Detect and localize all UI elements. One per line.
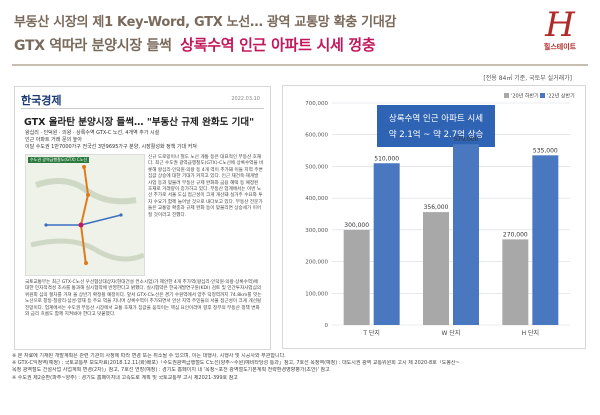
- map-graphic: [30, 164, 144, 266]
- article-subtitle: 인근 아파트 거래 문의 높아: [25, 137, 82, 143]
- chart-highlight-box: [377, 105, 495, 147]
- article-body-bottom: 국토교통부는 최근 GTX-C노선 우선협상대상자(현대건설 컨소시엄)가 제안…: [25, 280, 262, 318]
- footnote: ※ 본 자료에 기재된 개발계획은 관련 기관의 사정에 따라 변경 또는 취소…: [12, 353, 286, 359]
- news-article: 한국경제 2022.03.10 GTX 올라탄 분양시장 들썩… "부동산 규제…: [14, 86, 271, 350]
- y-tick-label: 100,000: [305, 291, 328, 297]
- logo-mark: H: [545, 5, 575, 45]
- legend-label: '20년 하반기: [511, 93, 539, 100]
- y-tick-label: 500,000: [305, 164, 328, 170]
- chart-note: [전용 84㎡ 기준, 국토부 실거래가]: [483, 75, 572, 82]
- y-tick-label: 600,000: [305, 133, 328, 139]
- bar: [453, 144, 479, 325]
- y-tick-label: 300,000: [305, 228, 328, 234]
- article-subtitle: 이달 수도권 1만7000가구 전국선 3만9695가구 분양, 시장활성화 정…: [25, 144, 197, 150]
- y-tick-label: 400,000: [305, 196, 328, 202]
- bar-value-label: 356,000: [424, 204, 449, 211]
- logo-text: 힐스테이트: [543, 43, 577, 51]
- article-subtitle: 왕십리 · 인덕원 · 의왕 · 상록수역 GTX-C 노선, 4개역 추가 시…: [25, 130, 160, 136]
- bar: [532, 155, 559, 325]
- y-tick-label: 700,000: [305, 101, 328, 107]
- map-title: 수도권 광역급행철도(GTX) C노선: [28, 157, 90, 163]
- header-divider: [12, 64, 588, 66]
- y-tick-label: 200,000: [305, 260, 328, 266]
- headline-accent: 상록수역 인근 아파트 시세 껑충: [180, 36, 376, 54]
- article-date: 2022.03.10: [231, 96, 260, 102]
- footnotes: ※ 본 자료에 기재된 개발계획은 관련 기관의 사정에 따라 변경 또는 취소…: [12, 353, 588, 382]
- article-title: GTX 올라탄 분양시장 들썩… "부동산 규제 완화도 기대": [24, 117, 255, 128]
- bar: [373, 163, 400, 325]
- bar: [343, 229, 370, 325]
- article-body-right: 신규 도로망이나 철도 노선 개통 등은 대표적인 부동산 호재다. 최근 수도…: [148, 155, 264, 218]
- footnote: ※ GTX-C익정역(예정) : 국토교통부 보도자료(2018.12.11(화…: [12, 360, 460, 367]
- chart-title: 상록수역 인근 아파트 시세: [389, 113, 483, 124]
- bar: [502, 239, 529, 325]
- bar-value-label: 535,000: [533, 147, 558, 154]
- headline-prefix: GTX 역따라 분양시장 들썩: [14, 38, 172, 54]
- x-tick-label: W 단지: [442, 329, 461, 337]
- legend-swatch: [504, 93, 509, 98]
- brand-logo: H 힐스테이트: [536, 6, 584, 52]
- footnote: 옥정 광역철도 건설사업 사업계획 변경(2차)」참고, 7호선 연장(예정) …: [12, 367, 330, 374]
- bar-value-label: 300,000: [344, 222, 369, 229]
- legend-label: '22년 상반기: [547, 93, 575, 100]
- bar-value-label: 270,000: [503, 231, 528, 238]
- y-tick-label: 0: [325, 323, 329, 329]
- headline-main: GTX 역따라 분양시장 들썩 상록수역 인근 아파트 시세 껑충: [14, 34, 376, 55]
- chart-subtitle: 약 2.1억 ~ 약 2.7억 상승: [389, 129, 484, 140]
- price-bar-chart: 0 100,000 200,000 300,000 400,000 500,000 600,…: [305, 93, 575, 338]
- bar-value-label: 570,000: [454, 136, 479, 143]
- bar-value-label: 510,000: [374, 155, 399, 162]
- footnote: ※ 수도권 제2순환(파주~양주) : 경기도 홈페이지내 고속도로 계획 및 …: [12, 374, 238, 381]
- article-rule: [21, 108, 264, 109]
- x-tick-label: T 단지: [362, 329, 380, 337]
- bar: [423, 212, 449, 325]
- article-subtitles: 왕십리 · 인덕원 · 의왕 · 상록수역 GTX-C 노선, 4개역 추가 시…: [25, 130, 197, 151]
- article-publisher: 한국경제: [21, 94, 62, 107]
- legend-swatch: [540, 93, 545, 98]
- gtx-route-map: 수도권 광역급행철도(GTX) C노선: [25, 154, 145, 276]
- x-tick-label: H 단지: [522, 329, 539, 337]
- headline-top: 부동산 시장의 제1 Key-Word, GTX 노선… 광역 교통망 확충 기…: [14, 15, 397, 30]
